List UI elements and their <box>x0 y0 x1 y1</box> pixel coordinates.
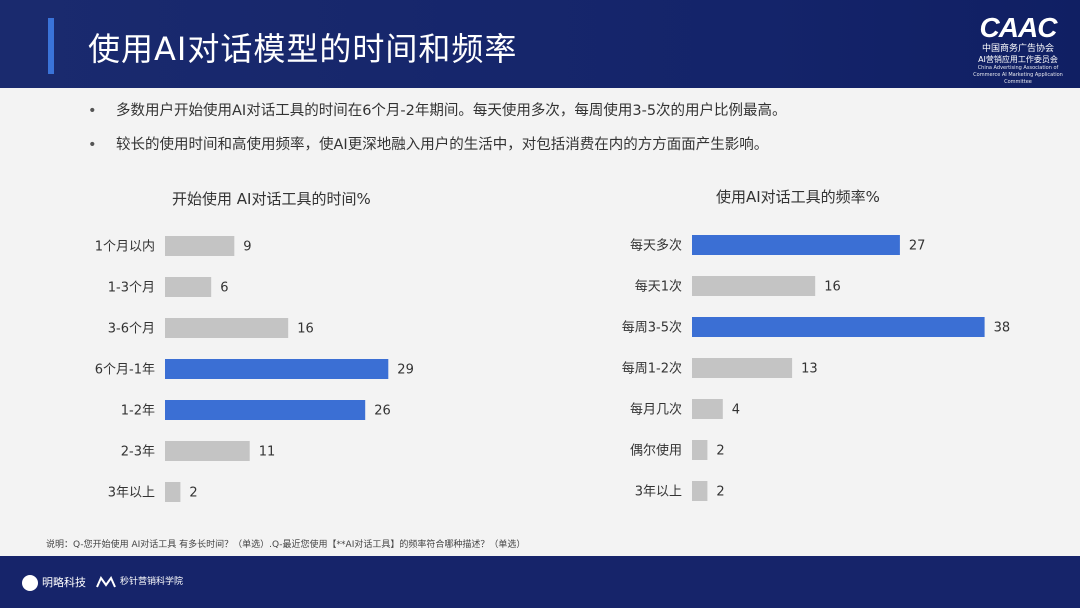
chart-title-frequency: 使用AI对话工具的频率% <box>716 188 880 206</box>
frequency-category-label: 每天1次 <box>635 279 682 295</box>
logo-mark: CAAC <box>979 12 1058 43</box>
duration-category-label: 1-3个月 <box>108 281 155 296</box>
chart-title-duration: 开始使用 AI对话工具的时间% <box>172 190 371 208</box>
frequency-value-label: 4 <box>732 403 740 418</box>
frequency-bar <box>692 235 900 255</box>
footer-brand-miaozhen: 秒针营销科学院 <box>96 574 183 588</box>
frequency-bar <box>692 440 708 460</box>
summary-bullets: 多数用户开始使用AI对话工具的时间在6个月-2年期间。每天使用多次，每周使用3-… <box>88 100 787 168</box>
duration-bar <box>165 400 366 420</box>
frequency-bar <box>692 317 985 337</box>
duration-category-label: 1-2年 <box>121 404 155 419</box>
logo-line1: 中国商务广告协会 <box>981 44 1054 54</box>
footer-bar <box>0 556 1080 608</box>
frequency-bar <box>692 276 816 296</box>
duration-category-label: 1个月以内 <box>95 239 155 255</box>
page-title: 使用AI对话模型的时间和频率 <box>88 30 518 68</box>
duration-bar <box>165 441 250 461</box>
logo-line3: China Advertising Association of Commerc… <box>973 65 1063 85</box>
duration-category-label: 6个月-1年 <box>95 363 155 378</box>
frequency-value-label: 16 <box>824 280 841 295</box>
frequency-category-label: 每月几次 <box>630 402 682 418</box>
footer-brand-mingluel: 明略科技 <box>22 574 86 592</box>
footer-brand2-label: 秒针营销科学院 <box>120 576 184 586</box>
duration-bar <box>165 236 235 256</box>
bullet-1: 多数用户开始使用AI对话工具的时间在6个月-2年期间。每天使用多次，每周使用3-… <box>88 100 787 134</box>
footnote: 说明：Q-您开始使用 AI对话工具 有多长时间？（单选）.Q-最近您使用【**A… <box>46 540 526 550</box>
mingluel-logo-icon <box>22 575 38 592</box>
duration-value-label: 9 <box>243 240 251 255</box>
duration-value-label: 26 <box>374 404 391 419</box>
title-accent <box>48 18 54 74</box>
bullet-2: 较长的使用时间和高使用频率，使AI更深地融入用户的生活中，对包括消费在内的方方面… <box>88 134 787 168</box>
duration-value-label: 2 <box>189 486 197 501</box>
header-bar <box>0 0 1080 88</box>
frequency-bar <box>692 358 793 378</box>
frequency-value-label: 38 <box>994 321 1011 336</box>
frequency-value-label: 2 <box>716 485 724 500</box>
frequency-value-label: 13 <box>801 362 818 377</box>
miaozhen-logo-icon <box>96 575 116 588</box>
duration-category-label: 3年以上 <box>108 486 155 501</box>
logo-line2: AI营销应用工作委员会 <box>978 55 1058 64</box>
frequency-value-label: 27 <box>909 239 926 254</box>
duration-value-label: 6 <box>220 281 228 296</box>
duration-bar <box>165 318 289 338</box>
frequency-category-label: 每周3-5次 <box>622 320 682 336</box>
duration-category-label: 3-6个月 <box>108 322 155 337</box>
frequency-category-label: 每周1-2次 <box>622 361 682 377</box>
frequency-bar <box>692 481 708 501</box>
duration-bar <box>165 482 181 502</box>
frequency-category-label: 偶尔使用 <box>630 443 682 459</box>
duration-bar <box>165 359 389 379</box>
duration-value-label: 16 <box>297 322 314 337</box>
duration-value-label: 11 <box>259 445 276 460</box>
footer-brand1-label: 明略科技 <box>42 577 86 589</box>
frequency-category-label: 3年以上 <box>635 485 682 500</box>
frequency-value-label: 2 <box>716 444 724 459</box>
duration-bar <box>165 277 212 297</box>
frequency-category-label: 每天多次 <box>630 238 682 254</box>
caac-logo: CAAC 中国商务广告协会 AI营销应用工作委员会 China Advertis… <box>966 14 1070 86</box>
duration-category-label: 2-3年 <box>121 445 155 460</box>
duration-value-label: 29 <box>397 363 414 378</box>
frequency-bar <box>692 399 723 419</box>
